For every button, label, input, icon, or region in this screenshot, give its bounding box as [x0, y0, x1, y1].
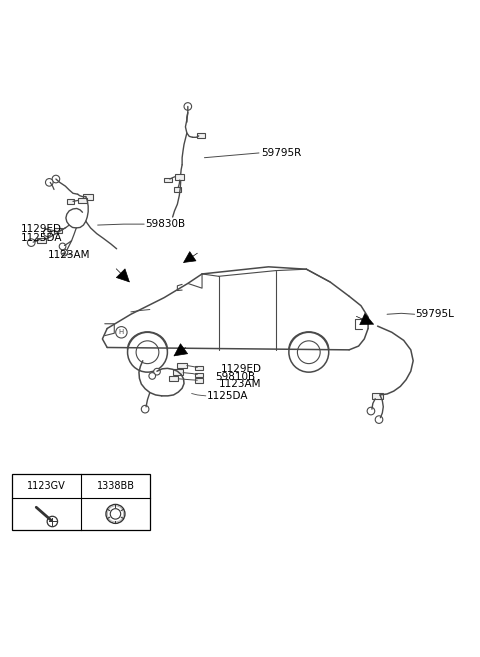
- Circle shape: [375, 416, 383, 423]
- Circle shape: [136, 341, 159, 363]
- Circle shape: [106, 505, 125, 524]
- Text: 1123GV: 1123GV: [27, 481, 66, 491]
- Bar: [169, 376, 178, 380]
- Circle shape: [154, 369, 160, 375]
- Circle shape: [367, 407, 375, 415]
- Text: 1129ED: 1129ED: [221, 364, 262, 374]
- Bar: [178, 363, 187, 369]
- Text: 1123AM: 1123AM: [48, 250, 90, 260]
- Circle shape: [61, 249, 68, 256]
- Text: 1125DA: 1125DA: [21, 233, 62, 243]
- Bar: [83, 194, 94, 200]
- Circle shape: [59, 243, 66, 250]
- Circle shape: [46, 179, 53, 186]
- Circle shape: [184, 102, 192, 110]
- Bar: [195, 373, 204, 377]
- Circle shape: [110, 509, 120, 519]
- Text: 59810B: 59810B: [216, 372, 255, 382]
- Bar: [164, 177, 172, 183]
- Bar: [173, 369, 182, 375]
- Bar: [174, 187, 181, 192]
- Text: 1129ED: 1129ED: [21, 224, 62, 234]
- Text: 59795L: 59795L: [416, 309, 455, 319]
- Text: H: H: [119, 329, 124, 335]
- Circle shape: [116, 327, 127, 338]
- Bar: [372, 393, 383, 399]
- Bar: [12, 474, 150, 530]
- Circle shape: [47, 516, 58, 527]
- Circle shape: [289, 332, 329, 372]
- Bar: [195, 378, 204, 383]
- Bar: [175, 173, 184, 180]
- Bar: [54, 228, 62, 233]
- Bar: [195, 365, 204, 371]
- Circle shape: [44, 229, 51, 237]
- Circle shape: [27, 239, 35, 246]
- Bar: [78, 198, 87, 203]
- Text: 59830B: 59830B: [145, 219, 185, 229]
- Circle shape: [141, 405, 149, 413]
- Text: 1123AM: 1123AM: [219, 380, 261, 390]
- Circle shape: [149, 373, 156, 379]
- Bar: [37, 238, 46, 243]
- Bar: [197, 133, 205, 139]
- Circle shape: [52, 175, 60, 183]
- Text: 1125DA: 1125DA: [207, 391, 248, 401]
- Circle shape: [128, 332, 168, 372]
- Text: 59795R: 59795R: [261, 148, 301, 158]
- Text: 1338BB: 1338BB: [96, 481, 134, 491]
- Circle shape: [298, 341, 320, 363]
- Bar: [67, 199, 74, 204]
